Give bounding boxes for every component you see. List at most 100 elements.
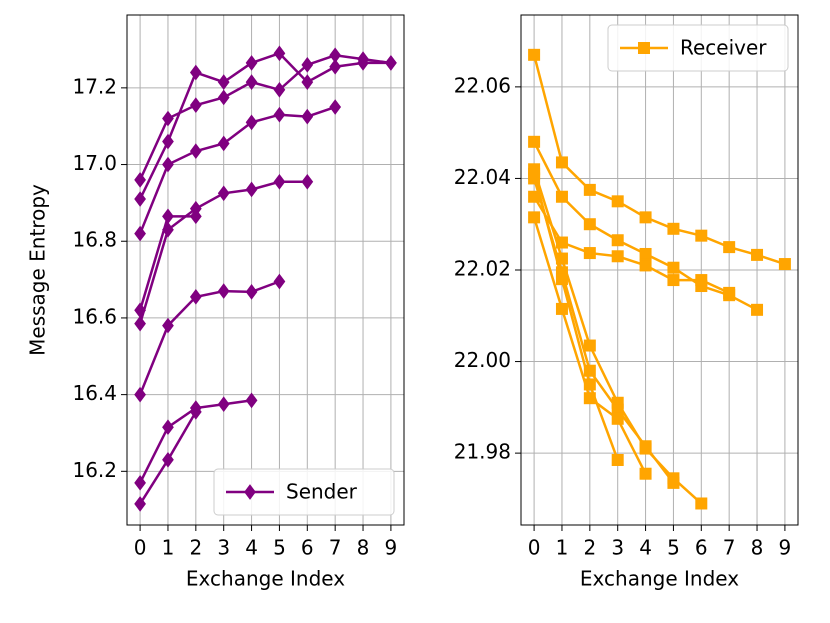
marker [189, 404, 202, 420]
marker [189, 97, 202, 113]
marker [273, 273, 286, 290]
x-tick-label: 1 [162, 536, 175, 560]
marker [245, 74, 258, 90]
marker [134, 302, 146, 319]
marker [301, 74, 314, 90]
marker [583, 364, 596, 377]
y-tick-label: 22.06 [454, 73, 511, 97]
x-tick-label: 0 [528, 536, 541, 560]
legend-box [607, 24, 789, 72]
series-line [532, 178, 675, 484]
marker [695, 274, 708, 287]
marker [528, 48, 541, 61]
marker [639, 467, 652, 480]
marker [217, 396, 230, 413]
y-tick-label: 16.6 [72, 304, 117, 328]
x-tick-label: 4 [639, 536, 652, 560]
x-tick-label: 9 [385, 536, 398, 560]
x-tick-label: 2 [583, 536, 596, 560]
y-tick-label: 16.8 [72, 228, 117, 252]
y-tick-label: 17.0 [72, 151, 117, 175]
marker [217, 135, 230, 152]
x-tick-label: 5 [667, 536, 680, 560]
marker [751, 248, 764, 261]
marker [528, 211, 541, 224]
marker [723, 241, 736, 254]
series-line [532, 54, 786, 266]
y-tick-label: 22.04 [454, 165, 511, 189]
series-line [138, 51, 391, 200]
marker [273, 45, 286, 62]
y-tick-label: 22.00 [454, 348, 511, 372]
marker [134, 496, 146, 512]
legend-box [213, 468, 395, 516]
x-tick-label: 8 [357, 536, 370, 560]
marker [245, 284, 258, 300]
x-tick-label: 7 [329, 536, 342, 560]
x-tick-label: 2 [189, 536, 202, 560]
marker [134, 172, 146, 188]
marker [583, 247, 596, 260]
y-tick-label: 21.98 [454, 440, 511, 464]
y-tick-label: 16.4 [72, 381, 117, 405]
marker [555, 273, 568, 286]
y-tick-label: 22.02 [454, 257, 511, 281]
marker [245, 181, 258, 198]
x-tick-label: 4 [245, 536, 258, 560]
marker [528, 167, 541, 180]
marker [273, 81, 286, 98]
marker [778, 258, 791, 271]
marker [667, 274, 680, 287]
legend-marker [638, 42, 650, 54]
marker [162, 419, 174, 436]
plot-frame [126, 14, 405, 526]
marker [695, 497, 708, 510]
marker [162, 451, 174, 468]
x-tick-label: 8 [751, 536, 764, 560]
marker [245, 392, 258, 409]
x-tick-label: 3 [217, 536, 230, 560]
series-line [138, 53, 392, 181]
marker [639, 440, 652, 453]
marker [583, 339, 596, 352]
marker [134, 386, 146, 403]
marker [189, 289, 202, 305]
x-tick-label: 3 [611, 536, 624, 560]
plot-frame [520, 14, 799, 526]
x-tick-label: 6 [301, 536, 314, 560]
marker [583, 378, 596, 391]
legend-marker [244, 484, 256, 500]
marker [162, 133, 174, 150]
x-tick-label: 7 [723, 536, 736, 560]
marker [667, 222, 680, 235]
marker [273, 173, 286, 190]
marker [134, 225, 146, 242]
marker [723, 286, 736, 299]
marker [273, 106, 286, 123]
marker [189, 143, 202, 159]
marker [217, 283, 230, 299]
marker [639, 247, 652, 260]
marker [583, 218, 596, 231]
marker [611, 412, 624, 425]
marker [162, 156, 174, 173]
y-tick-label: 16.2 [72, 458, 117, 482]
marker [611, 234, 624, 247]
marker [385, 55, 397, 71]
marker [162, 208, 174, 225]
series-line [532, 173, 619, 461]
marker [695, 229, 708, 242]
x-tick-label: 1 [556, 536, 569, 560]
marker [329, 99, 342, 115]
marker [528, 135, 541, 148]
marker [217, 185, 230, 202]
marker [639, 211, 652, 224]
marker [667, 261, 680, 274]
marker [301, 108, 314, 125]
marker [134, 474, 146, 491]
marker [329, 58, 342, 75]
x-tick-label: 5 [273, 536, 286, 560]
marker [134, 315, 146, 332]
marker [134, 191, 146, 207]
